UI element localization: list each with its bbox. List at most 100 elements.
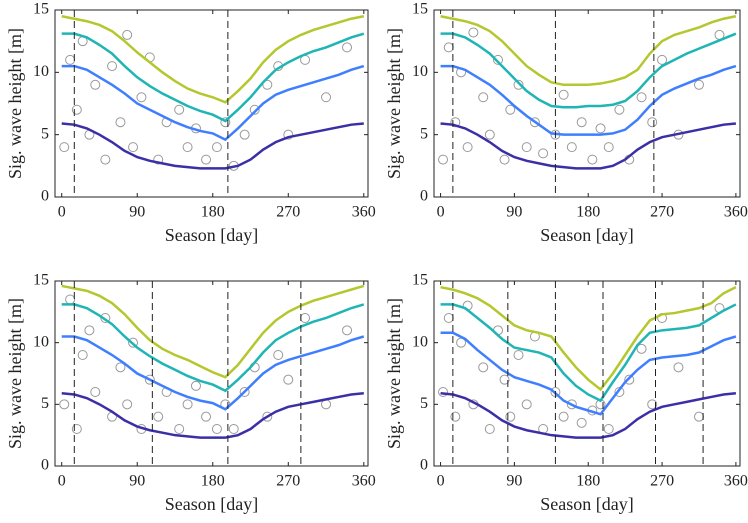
y-tick-label: 10 — [33, 333, 49, 350]
series-line — [61, 284, 365, 379]
x-tick-label: 180 — [201, 204, 225, 221]
scatter-point — [100, 154, 111, 165]
scatter-point — [300, 313, 311, 323]
scatter-point — [468, 27, 479, 38]
scatter-point — [576, 117, 587, 128]
axes-frame — [54, 280, 369, 467]
scatter-point — [107, 61, 118, 72]
x-tick-label: 180 — [576, 473, 600, 490]
scatter-point — [144, 374, 155, 385]
scatter-point — [499, 374, 510, 385]
x-tick-label: 270 — [276, 473, 300, 490]
y-tick-label: 5 — [41, 395, 49, 412]
scatter-point — [603, 424, 614, 434]
scatter-point — [693, 411, 704, 422]
scatter-point — [438, 154, 449, 165]
scatter-point — [262, 79, 273, 90]
scatter-point — [443, 313, 454, 323]
series-line — [61, 64, 365, 142]
y-axis-label: Sig. wave height [m] — [5, 298, 25, 449]
scatter-point — [513, 350, 524, 360]
scatter-point — [100, 313, 111, 323]
scatter-point — [220, 117, 231, 128]
x-axis-label: Season [day] — [540, 225, 633, 245]
series-line — [61, 391, 364, 439]
scatter-point — [342, 42, 353, 53]
scatter-point — [90, 387, 101, 397]
y-tick-label: 15 — [33, 1, 49, 18]
scatter-point — [450, 411, 461, 422]
y-tick-label: 0 — [41, 457, 49, 474]
scatter-point — [673, 362, 684, 373]
scatter-point — [249, 104, 260, 115]
scatter-point — [128, 142, 139, 153]
scatter-point — [614, 387, 625, 397]
scatter-point — [566, 142, 577, 153]
x-tick-label: 360 — [724, 204, 748, 221]
scatter-point — [59, 399, 70, 410]
scatter-point — [153, 411, 164, 422]
scatter-point — [443, 42, 454, 53]
y-tick-label: 10 — [412, 63, 428, 80]
x-tick-label: 0 — [58, 204, 66, 221]
series-line — [61, 335, 365, 411]
scatter-point — [587, 154, 598, 165]
y-tick-label: 10 — [33, 63, 49, 80]
scatter-point — [636, 343, 647, 354]
scatter-point — [273, 350, 284, 360]
y-tick-label: 0 — [420, 188, 428, 205]
series-line — [440, 391, 737, 439]
scatter-point — [636, 92, 647, 103]
x-tick-label: 180 — [576, 204, 600, 221]
x-tick-label: 270 — [276, 204, 300, 221]
x-tick-label: 0 — [58, 473, 66, 490]
scatter-point — [71, 104, 82, 115]
x-tick-label: 90 — [129, 204, 145, 221]
scatter-point — [211, 142, 222, 153]
y-axis-label: Sig. wave height [m] — [384, 298, 404, 449]
series-line — [61, 122, 364, 170]
scatter-point — [182, 399, 193, 410]
scatter-point — [136, 92, 147, 103]
x-tick-label: 360 — [724, 473, 748, 490]
scatter-point — [521, 399, 532, 410]
scatter-point — [558, 411, 569, 422]
y-axis-label: Sig. wave height [m] — [5, 28, 25, 179]
scatter-point — [84, 325, 95, 336]
scatter-point — [624, 374, 635, 385]
series-line — [440, 122, 737, 170]
scatter-point — [283, 129, 294, 140]
scatter-point — [693, 79, 704, 90]
scatter-point — [513, 79, 524, 90]
scatter-point — [239, 387, 250, 397]
x-tick-label: 360 — [352, 473, 376, 490]
scatter-point — [90, 79, 101, 90]
scatter-point — [505, 104, 516, 115]
y-axis-label: Sig. wave height [m] — [384, 28, 404, 179]
axes-frame — [54, 9, 369, 198]
scatter-point — [492, 54, 503, 65]
x-tick-label: 90 — [506, 204, 522, 221]
scatter-point — [521, 142, 532, 153]
scatter-point — [153, 154, 164, 165]
y-tick-label: 5 — [41, 125, 49, 142]
scatter-point — [342, 325, 353, 336]
scatter-point — [59, 142, 70, 153]
scatter-point — [211, 424, 222, 434]
scatter-point — [65, 54, 76, 65]
scatter-point — [499, 154, 510, 165]
scatter-point — [262, 411, 273, 422]
scatter-point — [122, 29, 133, 40]
y-tick-label: 10 — [412, 333, 428, 350]
scatter-point — [174, 104, 185, 115]
scatter-point — [190, 380, 201, 391]
x-tick-label: 270 — [650, 204, 674, 221]
scatter-point — [115, 362, 126, 373]
axes-frame — [433, 9, 741, 198]
scatter-point — [478, 362, 489, 373]
scatter-point — [321, 92, 332, 103]
series-line — [440, 303, 737, 403]
scatter-point — [647, 117, 658, 128]
scatter-point — [576, 417, 587, 428]
